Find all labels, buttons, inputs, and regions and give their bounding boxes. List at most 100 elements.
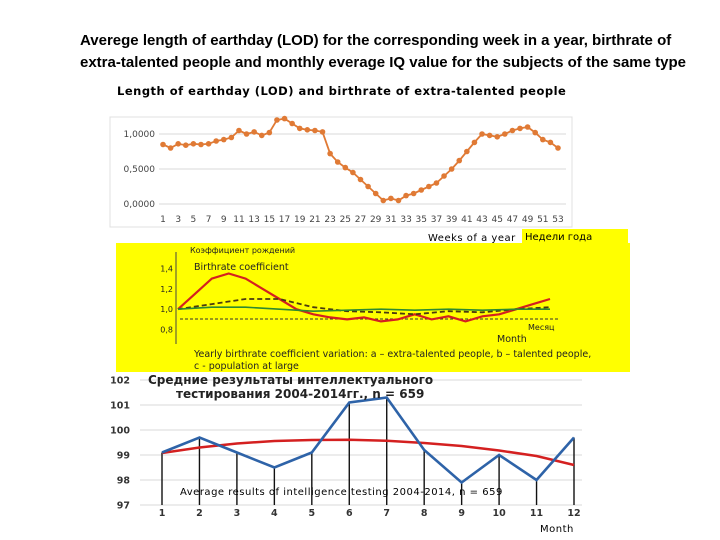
iq-y-tick-label: 97 [117,501,130,512]
iq-x-tick-label: 2 [196,508,203,519]
iq-y-tick-label: 98 [117,476,131,487]
lod-point [236,127,242,134]
lod-chart: Length of earthday (LOD) and birthrate o… [109,84,573,228]
lod-x-tick-label: 23 [324,215,335,225]
lod-point [243,131,250,137]
lod-point [372,190,379,197]
lod-point [479,131,485,137]
lod-x-tick-label: 25 [340,215,351,225]
birthrate-caption-2: c - population at large [194,361,299,372]
lod-x-tick-label: 49 [522,215,534,225]
birthrate-x-label-ru: Месяц [528,323,555,332]
lod-x-tick-label: 41 [461,215,472,225]
lod-point [213,138,219,144]
lod-point [251,129,257,135]
weeks-label-ru-bg [522,229,628,244]
lod-point [160,141,166,148]
lod-x-tick-label: 37 [431,215,442,225]
lod-point [410,190,417,197]
lod-point [502,131,508,137]
lod-point [350,169,356,176]
lod-x-ticks: 1 3 5 7 9 11 13 15 17 19 21 23 25 27 29 31 33 35 37 39 41 43 4… [160,215,564,225]
lod-point [274,117,280,123]
iq-series [161,396,575,485]
lod-point [289,120,295,127]
birthrate-series [177,272,551,323]
lod-x-tick-label: 15 [264,215,275,225]
lod-point [296,125,303,132]
lod-point [418,187,425,193]
iq-gridlines [140,379,582,506]
lod-x-tick-label: 13 [248,215,259,225]
iq-x-tick-label: 1 [159,508,166,519]
lod-point [380,197,387,204]
birthrate-ru-title: Коэффициент рождений [190,246,295,255]
birthrate-y-tick-label: 1,2 [160,285,173,294]
lod-point [175,141,181,147]
lod-point [342,164,349,171]
lod-point [456,157,463,164]
lod-point [388,195,394,202]
iq-title-line1: Средние результаты интеллектуального [148,373,433,387]
slide-title-line2: extra-talented people and monthly everag… [80,54,686,71]
iq-x-tick-label: 9 [458,508,465,519]
iq-y-tick-label: 101 [110,401,130,412]
birthrate-y-tick-label: 1,4 [160,264,173,273]
lod-point [540,136,546,143]
lod-x-tick-label: 3 [175,215,181,225]
lod-point [555,145,561,151]
lod-y-ticks: 0,0000 0,5000 1,0000 [124,130,156,210]
weeks-label-ru: Недели года [525,232,592,243]
lod-point [167,145,174,151]
iq-x-tick-label: 7 [383,508,390,519]
birthrate-series-b-line [177,298,551,316]
iq-x-tick-label: 6 [346,508,353,519]
iq-y-tick-label: 99 [117,451,130,462]
lod-x-tick-label: 45 [492,215,503,225]
lod-x-tick-label: 19 [294,215,306,225]
lod-point [448,166,455,172]
lod-point [182,142,189,148]
birthrate-series-a-line [177,272,551,323]
lod-x-tick-label: 51 [537,215,548,225]
lod-point [486,132,493,139]
lod-x-tick-label: 9 [221,215,227,225]
birthrate-y-tick-label: 1,0 [160,305,173,314]
lod-x-tick-label: 27 [355,215,366,225]
lod-point [365,183,371,190]
lod-point [433,180,440,186]
lod-x-tick-label: 47 [507,215,518,225]
lod-point [220,136,227,143]
lod-point [426,183,432,190]
iq-trend-line [161,438,575,467]
lod-point [403,192,409,199]
lod-point [524,124,531,130]
birthrate-month-label: Month [497,334,527,345]
lod-point [395,197,402,204]
lod-y-tick-label: 0,0000 [124,200,156,210]
lod-y-tick-label: 1,0000 [124,130,156,140]
lod-point [509,127,516,134]
lod-point [471,139,478,146]
birthrate-y-tick-label: 0,8 [160,326,173,335]
lod-series [160,115,561,204]
lod-x-tick-label: 43 [476,215,487,225]
lod-x-tick-label: 11 [233,215,244,225]
lod-point [494,134,501,140]
iq-x-tick-label: 12 [567,508,580,519]
birthrate-panel: Коэффициент рождений Birthrate coefficie… [116,243,630,372]
lod-point [205,141,212,147]
lod-point [319,129,326,135]
lod-point [547,139,554,146]
lod-point [327,150,333,157]
iq-y-ticks: 97 98 99 100 101 102 [110,376,130,512]
lod-point [198,141,204,148]
lod-x-tick-label: 5 [191,215,197,225]
lod-point [517,125,523,132]
iq-x-tick-label: 5 [309,508,316,519]
lod-y-tick-label: 0,5000 [124,165,156,175]
lod-x-tick-label: 35 [416,215,427,225]
lod-point [228,134,235,141]
